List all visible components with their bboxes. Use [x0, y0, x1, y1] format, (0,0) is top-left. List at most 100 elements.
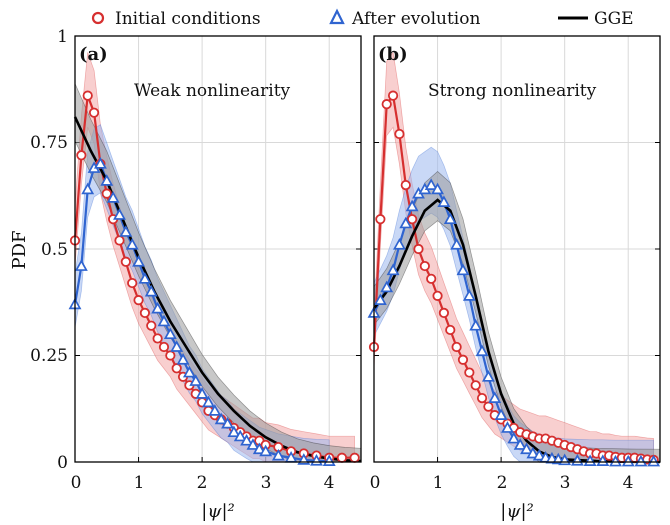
- legend-initial-label: Initial conditions: [115, 9, 261, 29]
- data-point: [171, 363, 182, 374]
- x-tick-label: 0: [370, 473, 381, 493]
- data-point: [426, 273, 437, 284]
- y-tick-label: 0.25: [30, 346, 68, 366]
- legend-initial-marker: [91, 11, 105, 25]
- data-point: [119, 225, 133, 237]
- panel-a-xticks: 0 1 2 3 4: [71, 473, 335, 493]
- data-point: [144, 284, 158, 297]
- data-point: [457, 354, 469, 365]
- data-point: [419, 260, 430, 272]
- data-point: [413, 243, 424, 255]
- data-point: [609, 454, 622, 467]
- panel-b-xticks: 0 1 2 3 4: [370, 473, 634, 493]
- data-point: [470, 380, 481, 391]
- y-tick-label: 0: [57, 453, 68, 473]
- data-point: [74, 259, 88, 271]
- panel-a-x-axis-label: |ψ|²: [201, 501, 234, 522]
- panel-b: (b) Strong nonlinearity 0 1 2 3 4 |ψ|²: [367, 35, 661, 522]
- data-point: [158, 341, 170, 353]
- data-point: [195, 387, 209, 399]
- data-point: [113, 208, 126, 220]
- data-point: [621, 454, 635, 467]
- x-tick-label: 4: [324, 473, 335, 493]
- y-tick-label: 1: [57, 27, 68, 47]
- data-point: [456, 263, 470, 276]
- data-point: [476, 392, 488, 404]
- data-point: [259, 444, 273, 457]
- panel-b-frame: [373, 35, 661, 463]
- data-point: [240, 433, 254, 446]
- legend-evolved-label: After evolution: [351, 9, 480, 29]
- data-point: [214, 412, 228, 425]
- data-point: [125, 237, 139, 250]
- data-point: [432, 290, 443, 301]
- data-point: [488, 391, 502, 403]
- series-band: [373, 171, 661, 463]
- data-point: [501, 421, 514, 433]
- data-point: [647, 454, 661, 467]
- data-point: [349, 452, 360, 463]
- data-point: [189, 374, 203, 386]
- panel-b-bands: [373, 51, 661, 463]
- data-point: [407, 214, 418, 225]
- data-point: [462, 289, 476, 301]
- data-point: [475, 344, 489, 357]
- x-tick-label: 2: [197, 473, 208, 493]
- data-point: [381, 99, 392, 110]
- data-point: [246, 438, 260, 450]
- data-point: [481, 370, 495, 382]
- data-point: [431, 182, 445, 195]
- series-band: [74, 83, 362, 463]
- x-tick-label: 3: [560, 473, 571, 493]
- data-point: [445, 324, 456, 336]
- data-point: [494, 408, 508, 420]
- x-tick-label: 4: [623, 473, 634, 493]
- y-tick-label: 0.5: [41, 240, 68, 260]
- data-point: [322, 454, 336, 466]
- panel-a-bands: [74, 52, 362, 463]
- data-point: [208, 404, 222, 416]
- data-point: [450, 237, 464, 250]
- x-tick-label: 0: [71, 473, 82, 493]
- panel-a-markers: [68, 90, 360, 466]
- data-point: [88, 107, 100, 118]
- panel-a-frame: [74, 35, 362, 463]
- data-point: [157, 314, 171, 327]
- data-point: [380, 280, 394, 293]
- data-point: [271, 448, 285, 461]
- data-point: [93, 157, 107, 169]
- data-point: [596, 454, 610, 466]
- data-point: [132, 255, 146, 267]
- data-point: [336, 452, 348, 463]
- data-point: [101, 188, 112, 199]
- data-point: [120, 256, 131, 267]
- panel-b-x-axis-label: |ψ|²: [500, 501, 533, 522]
- data-point: [464, 367, 475, 378]
- data-point: [163, 327, 177, 340]
- data-point: [227, 425, 241, 438]
- data-point: [375, 214, 386, 225]
- data-point: [165, 350, 176, 361]
- data-point: [202, 395, 215, 408]
- data-point: [151, 301, 165, 314]
- data-point: [392, 237, 406, 250]
- data-point: [387, 90, 399, 101]
- x-tick-label: 1: [134, 473, 145, 493]
- y-axis-label: PDF: [9, 230, 30, 269]
- data-point: [373, 293, 387, 305]
- x-tick-label: 1: [433, 473, 444, 493]
- data-point: [252, 442, 266, 455]
- panel-b-label: (b): [378, 44, 408, 65]
- data-point: [152, 333, 163, 344]
- data-point: [76, 150, 87, 161]
- data-point: [399, 216, 413, 229]
- legend-gge-label: GGE: [594, 9, 634, 29]
- data-point: [437, 195, 451, 207]
- data-point: [82, 90, 93, 101]
- x-tick-label: 2: [497, 473, 508, 493]
- data-point: [127, 277, 138, 289]
- data-point: [182, 365, 196, 378]
- data-point: [106, 191, 120, 203]
- data-point: [405, 199, 419, 212]
